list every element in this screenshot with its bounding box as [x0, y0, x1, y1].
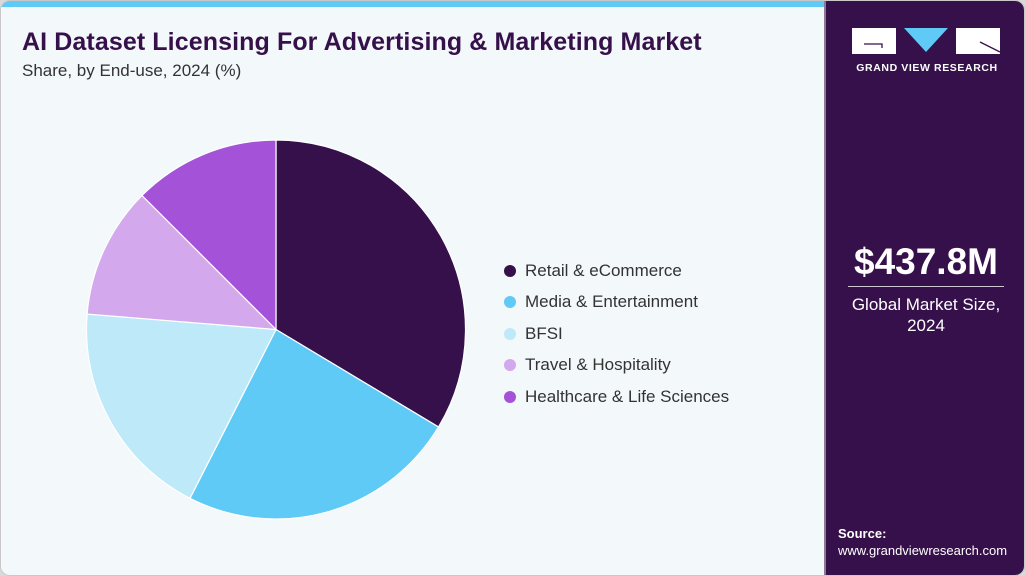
- gvr-logo-icon: [852, 28, 1001, 54]
- pie-slice-healthcare-life-sciences: [141, 139, 277, 331]
- legend-item: Travel & Hospitality: [504, 350, 729, 382]
- legend-label: BFSI: [525, 323, 563, 343]
- legend-swatch-icon: [504, 296, 516, 309]
- chart-title: AI Dataset Licensing For Advertising & M…: [22, 28, 702, 56]
- legend-item: Retail & eCommerce: [504, 255, 729, 287]
- legend: Retail & eCommerce Media & Entertainment B…: [504, 255, 729, 413]
- market-size-value: $437.8M: [854, 241, 998, 282]
- legend-label: Media & Entertainment: [525, 292, 698, 312]
- market-size-label: Global Market Size, 2024: [826, 294, 1024, 336]
- legend-label: Travel & Hospitality: [525, 355, 671, 375]
- source-link[interactable]: www.grandviewresearch.com: [838, 543, 1008, 558]
- legend-item: Healthcare & Life Sciences: [504, 381, 729, 413]
- legend-item: BFSI: [504, 318, 729, 350]
- divider: [848, 286, 1004, 287]
- legend-swatch-icon: [504, 327, 516, 340]
- pie-slice-retail-ecommerce: [275, 139, 467, 428]
- source-label: Source:: [838, 526, 887, 541]
- legend-label: Retail & eCommerce: [525, 260, 682, 280]
- legend-label: Healthcare & Life Sciences: [525, 386, 730, 406]
- info-sidebar: GRAND VIEW RESEARCH $437.8M Global Marke…: [824, 1, 1024, 575]
- market-size-label-line1: Global Market Size,: [851, 295, 1001, 314]
- accent-bar: [1, 1, 824, 7]
- legend-swatch-icon: [504, 359, 516, 372]
- legend-item: Media & Entertainment: [504, 287, 729, 319]
- pie-chart: [85, 139, 467, 520]
- pie-slice-bfsi: [85, 313, 277, 500]
- brand-logo: GRAND VIEW RESEARCH: [852, 26, 1002, 76]
- market-size-label-line2: 2024: [907, 316, 945, 335]
- brand-name: GRAND VIEW RESEARCH: [856, 62, 998, 74]
- legend-swatch-icon: [504, 390, 516, 403]
- pie-slice-travel-hospitality: [86, 194, 278, 331]
- legend-swatch-icon: [504, 264, 516, 277]
- chart-subtitle: Share, by End-use, 2024 (%): [22, 61, 242, 80]
